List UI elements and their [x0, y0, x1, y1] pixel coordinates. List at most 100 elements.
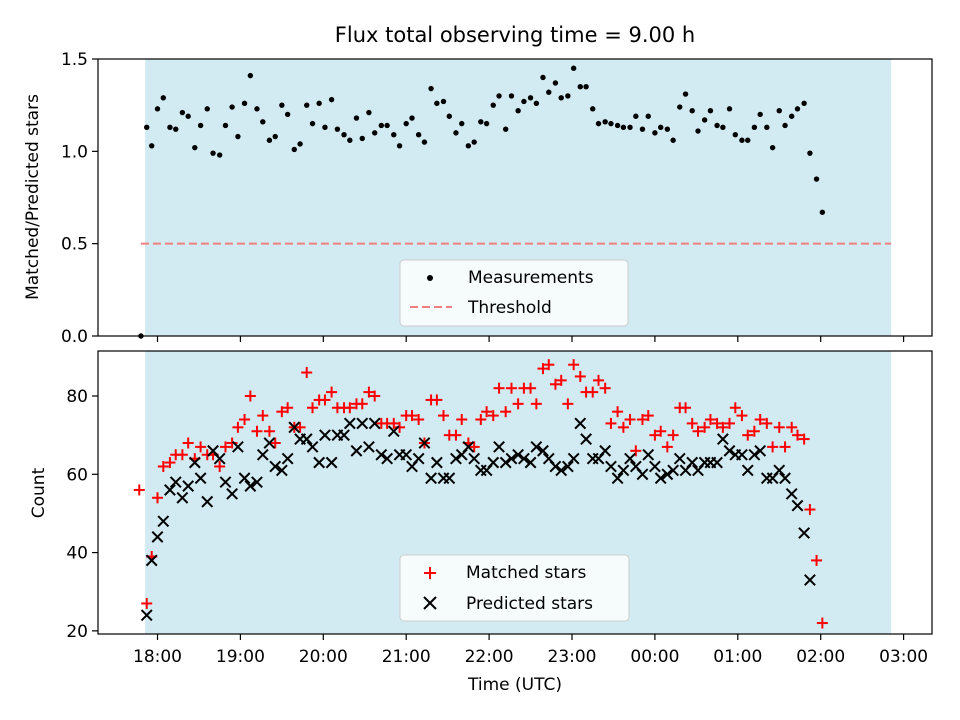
measurement-point [446, 113, 453, 119]
measurement-points [138, 65, 826, 339]
predicted-star-point [518, 452, 530, 465]
matched-star-point [568, 359, 580, 371]
top-legend: Measurements Threshold [399, 259, 629, 327]
matched-star-point [431, 394, 443, 406]
predicted-star-point [487, 456, 500, 469]
predicted-star-point [567, 452, 580, 465]
matched-star-point [388, 417, 400, 429]
matched-star-point [493, 382, 505, 394]
top-axes-frame [97, 58, 933, 337]
measurement-point [247, 72, 254, 79]
matched-star-point [413, 413, 425, 425]
predicted-star-point [773, 464, 786, 477]
matched-star-point [505, 382, 517, 394]
matched-star-point [574, 370, 586, 382]
matched-star-point [157, 460, 169, 472]
predicted-star-point [343, 417, 356, 430]
measurement-point [229, 104, 235, 110]
matched-star-point [276, 406, 288, 418]
measurement-point [272, 133, 278, 140]
x-tick-label: 02:00 [796, 647, 845, 667]
matched-star-point [649, 429, 661, 441]
predicted-star-point [537, 444, 549, 457]
measurement-point [533, 100, 540, 107]
matched-star-point [587, 386, 599, 398]
matched-star-point [226, 437, 238, 449]
measurement-point [558, 95, 564, 101]
predicted-star-point [213, 452, 226, 465]
measurement-point [391, 132, 397, 138]
predicted-star-point [219, 476, 232, 489]
predicted-star-point [157, 515, 170, 528]
predicted-star-point [226, 487, 239, 500]
measurement-point [216, 152, 223, 158]
matched-star-point [307, 402, 319, 414]
predicted-star-point [362, 440, 375, 453]
matched-star-point [326, 386, 338, 398]
predicted-star-point [499, 456, 512, 469]
predicted-star-point [194, 472, 207, 485]
matched-star-point [742, 429, 754, 441]
measurement-point [757, 111, 763, 118]
legend-predicted-marker [423, 596, 437, 610]
matched-star-point [736, 410, 748, 422]
matched-star-point [717, 421, 729, 433]
predicted-star-point [804, 574, 816, 586]
measurement-point [583, 84, 589, 90]
bottom-legend-box [399, 554, 630, 622]
matched-star-point [182, 437, 194, 449]
measurement-point [695, 128, 701, 134]
predicted-star-point [263, 437, 276, 449]
matched-star-point [791, 429, 803, 441]
matched-star-point [798, 433, 810, 445]
matched-star-point [786, 421, 798, 433]
predicted-star-point [462, 440, 475, 453]
matched-star-point [164, 457, 176, 469]
predicted-star-point [350, 444, 363, 457]
measurement-point [658, 124, 664, 131]
bottom-legend: Matched stars Predicted stars [399, 554, 630, 622]
measurement-point [745, 137, 751, 143]
measurement-point [465, 143, 472, 149]
matched-star-point [282, 402, 294, 414]
matched-star-point [232, 421, 244, 433]
predicted-star-point [754, 444, 767, 457]
predicted-star-point [716, 433, 729, 445]
measurement-point [459, 120, 465, 127]
measurement-point [304, 102, 310, 108]
measurement-point [595, 120, 602, 127]
measurement-point [353, 115, 360, 121]
measurement-point [521, 98, 527, 105]
measurement-point [291, 146, 297, 153]
measurement-point [714, 122, 720, 129]
predicted-star-point [425, 472, 437, 485]
x-tick-label: 18:00 [133, 647, 182, 667]
predicted-star-point [524, 456, 537, 469]
matched-star-point [754, 413, 766, 425]
matched-star-point [176, 449, 188, 461]
matched-star-point [549, 378, 561, 390]
matched-star-point [624, 413, 636, 425]
predicted-star-point [468, 452, 481, 465]
matched-star-point [692, 425, 704, 437]
measurement-point [508, 93, 515, 99]
predicted-star-point [238, 472, 251, 485]
predicted-star-point [300, 433, 313, 445]
matched-star-point [257, 410, 269, 422]
measurement-point [515, 108, 521, 114]
predicted-star-point [145, 554, 158, 567]
matched-star-point [344, 402, 356, 414]
measurement-point [577, 84, 583, 90]
predicted-star-point [748, 448, 761, 461]
chart-title: Flux total observing time = 9.00 h [335, 23, 695, 47]
predicted-star-point [325, 456, 338, 469]
top-y-tick-label: 0.0 [61, 327, 88, 347]
predicted-star-point [368, 417, 381, 430]
predicted-star-point [412, 452, 425, 465]
predicted-star-point [561, 460, 574, 473]
predicted-star-point [736, 448, 748, 461]
x-tick-label: 19:00 [216, 647, 265, 667]
measurement-point [570, 65, 577, 71]
measurement-point [421, 139, 428, 145]
matched-star-point [525, 382, 537, 394]
